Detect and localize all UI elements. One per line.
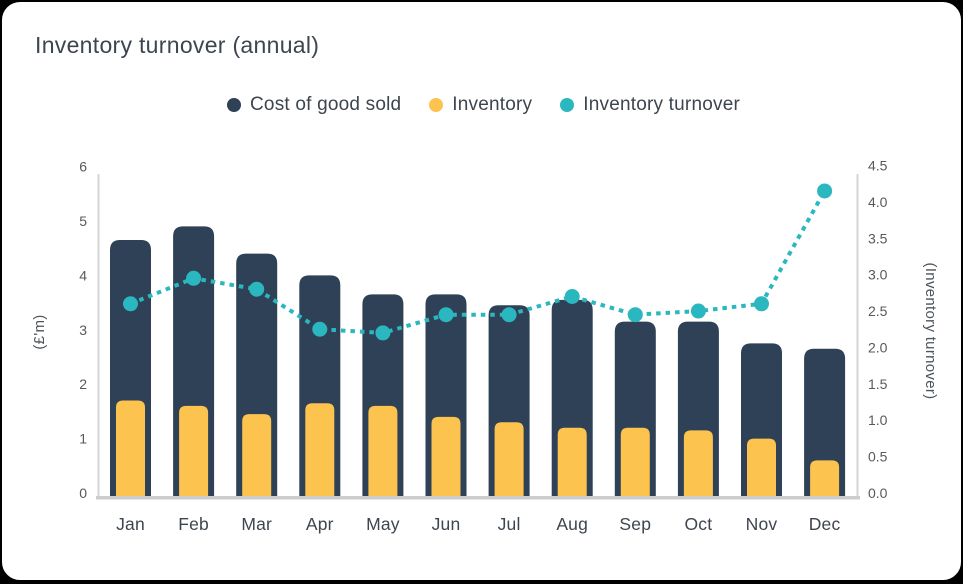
left-axis-tick-label: 5 [79,213,87,229]
turnover-point-Feb[interactable] [186,271,201,286]
bar-inventory-Feb[interactable] [179,406,208,496]
turnover-point-Oct[interactable] [691,304,706,319]
turnover-point-Jun[interactable] [439,307,454,322]
bar-inventory-Sep[interactable] [621,428,650,496]
left-axis-tick-label: 3 [79,322,87,338]
bar-inventory-May[interactable] [368,406,397,496]
turnover-point-May[interactable] [375,325,390,340]
x-axis-label: Apr [306,514,334,534]
turnover-point-Dec[interactable] [817,183,832,198]
right-axis-tick-label: 4.5 [868,158,888,174]
turnover-point-Mar[interactable] [249,282,264,297]
bar-inventory-Mar[interactable] [242,414,271,496]
x-axis-label: Jan [116,514,145,534]
right-axis-tick-label: 2.0 [868,339,888,355]
cogs-bars [110,226,845,496]
left-axis-tick-label: 4 [79,267,87,283]
bar-inventory-Jan[interactable] [116,400,145,496]
bar-inventory-Jul[interactable] [495,422,524,496]
right-axis-tick-label: 4.0 [868,194,888,210]
left-axis-tick-label: 6 [79,159,87,175]
right-axis-tick-label: 0.0 [868,485,888,501]
x-axis-label: Jun [432,514,461,534]
right-axis-tick-label: 1.0 [868,412,888,428]
x-axis-label: Mar [241,514,272,534]
x-axis-label: Aug [556,514,588,534]
left-axis-tick-label: 0 [79,485,87,501]
x-axis-label: Jul [498,514,521,534]
bar-inventory-Oct[interactable] [684,430,713,496]
bar-inventory-Jun[interactable] [432,417,461,496]
turnover-point-Nov[interactable] [754,296,769,311]
x-axis-label: Sep [619,514,651,534]
bar-inventory-Aug[interactable] [558,428,587,496]
inventory-bars [116,400,839,496]
x-axis-label: Nov [746,514,778,534]
right-axis-tick-label: 1.5 [868,376,888,392]
right-axis-tick-label: 0.5 [868,449,888,465]
turnover-point-Jan[interactable] [123,296,138,311]
x-axis-label: May [366,514,400,534]
left-axis-title: (£'m) [31,314,48,349]
turnover-point-Aug[interactable] [565,289,580,304]
turnover-line [131,191,825,333]
turnover-point-Apr[interactable] [312,322,327,337]
left-axis-tick-label: 1 [79,431,87,447]
right-axis-tick-label: 3.0 [868,267,888,283]
x-axis-label: Feb [178,514,209,534]
right-axis-title: (Inventory turnover) [922,263,939,400]
left-axis-tick-label: 2 [79,376,87,392]
bar-inventory-Nov[interactable] [747,439,776,496]
turnover-point-Sep[interactable] [628,307,643,322]
x-axis-label: Oct [684,514,712,534]
bar-inventory-Apr[interactable] [305,403,334,496]
bar-inventory-Dec[interactable] [810,460,839,496]
right-axis-tick-label: 3.5 [868,230,888,246]
turnover-points [123,183,832,340]
right-axis-tick-label: 2.5 [868,303,888,319]
turnover-point-Jul[interactable] [502,307,517,322]
x-axis-label: Dec [809,514,841,534]
